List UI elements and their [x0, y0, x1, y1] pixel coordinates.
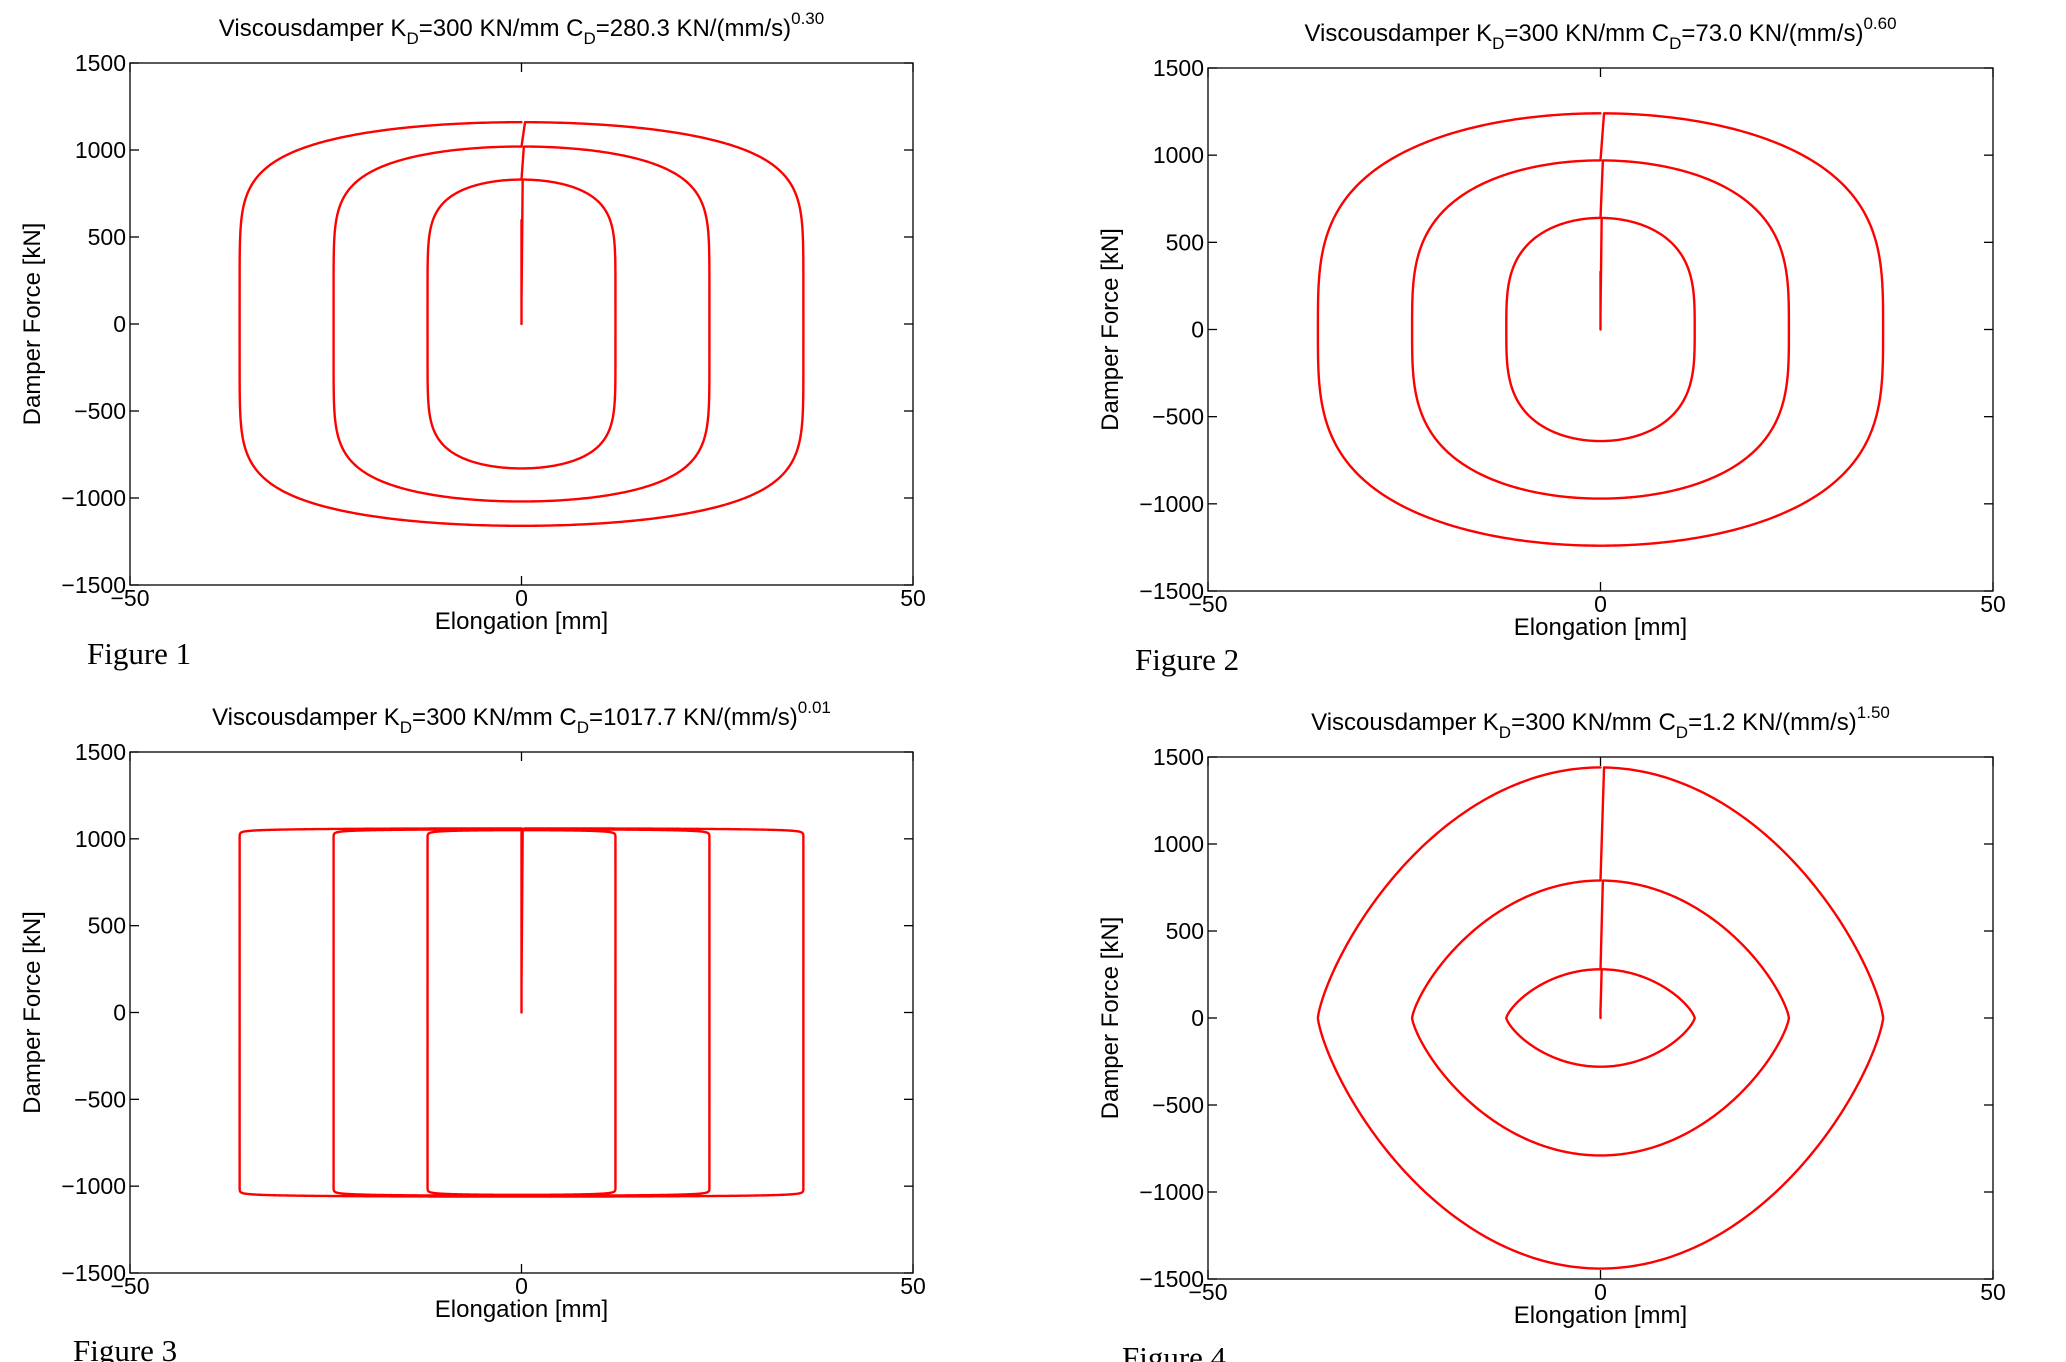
y-axis-label: Damper Force [kN] [1097, 228, 1124, 431]
y-tick-label: 1000 [1153, 142, 1204, 168]
chart-title-part: =300 KN/mm C [1511, 709, 1676, 736]
figure-caption: Figure 1 [87, 636, 191, 671]
x-tick-label: −50 [110, 1273, 149, 1299]
chart-title-part: =1017.7 KN/(mm/s) [589, 704, 798, 731]
x-tick-label: −50 [1188, 591, 1227, 617]
chart-panel-4: Viscousdamper KD=300 KN/mm CD=1.2 KN/(mm… [1097, 703, 2006, 1362]
chart-title-part: D [400, 718, 412, 737]
chart-title: Viscousdamper KD=300 KN/mm CD=73.0 KN/(m… [1304, 14, 1896, 53]
chart-title-part: Viscousdamper K [1311, 709, 1499, 736]
y-tick-label: 0 [1191, 1005, 1204, 1031]
y-tick-label: 1500 [75, 50, 126, 76]
y-tick-label: 500 [1166, 229, 1204, 255]
y-tick-label: 1500 [75, 739, 126, 765]
chart-title-part: =73.0 KN/(mm/s) [1681, 20, 1863, 47]
y-tick-label: −1500 [61, 572, 126, 598]
y-tick-label: 500 [1166, 918, 1204, 944]
hysteresis-curve [1316, 766, 1885, 1270]
chart-panel-2: Viscousdamper KD=300 KN/mm CD=73.0 KN/(m… [1097, 14, 2006, 677]
chart-title-part: 0.60 [1863, 14, 1896, 33]
y-tick-label: −500 [1152, 404, 1204, 430]
chart-title-part: D [1669, 34, 1681, 53]
x-tick-label: 50 [1980, 591, 2006, 617]
y-tick-label: −1000 [1139, 1179, 1204, 1205]
x-tick-label: 0 [515, 585, 528, 611]
x-tick-label: 0 [515, 1273, 528, 1299]
chart-title-part: D [583, 29, 595, 48]
y-tick-label: −1500 [61, 1260, 126, 1286]
y-tick-label: 0 [113, 311, 126, 337]
y-tick-label: −500 [74, 398, 126, 424]
y-tick-label: 1000 [75, 137, 126, 163]
x-tick-label: 0 [1594, 1279, 1607, 1305]
y-tick-label: 1000 [1153, 831, 1204, 857]
y-tick-label: 500 [88, 913, 126, 939]
x-axis-label: Elongation [mm] [435, 1296, 608, 1323]
y-tick-label: −1000 [61, 485, 126, 511]
chart-title-part: Viscousdamper K [212, 704, 400, 731]
chart-title-part: D [1676, 723, 1688, 742]
chart-title-part: =300 KN/mm C [419, 15, 584, 42]
chart-title: Viscousdamper KD=300 KN/mm CD=1.2 KN/(mm… [1311, 703, 1890, 742]
chart-panel-1: Viscousdamper KD=300 KN/mm CD=280.3 KN/(… [19, 9, 926, 671]
hysteresis-curve [238, 827, 805, 1198]
chart-title-part: =300 KN/mm C [1504, 20, 1669, 47]
chart-title: Viscousdamper KD=300 KN/mm CD=1017.7 KN/… [212, 698, 831, 737]
x-tick-label: 50 [900, 1273, 926, 1299]
y-tick-label: 1500 [1153, 55, 1204, 81]
y-tick-label: −500 [1152, 1092, 1204, 1118]
chart-title-part: =1.2 KN/(mm/s) [1688, 709, 1857, 736]
y-tick-label: −1500 [1139, 578, 1204, 604]
x-axis-label: Elongation [mm] [1514, 1302, 1687, 1329]
chart-panel-3: Viscousdamper KD=300 KN/mm CD=1017.7 KN/… [19, 698, 926, 1362]
chart-title-part: =300 KN/mm C [412, 704, 577, 731]
y-tick-label: 1000 [75, 826, 126, 852]
y-tick-label: −1000 [61, 1173, 126, 1199]
chart-title-part: 0.01 [798, 698, 831, 717]
chart-title-part: D [1492, 34, 1504, 53]
x-tick-label: −50 [1188, 1279, 1227, 1305]
chart-title-part: Viscousdamper K [1304, 20, 1492, 47]
hysteresis-curve [1316, 112, 1885, 547]
x-tick-label: 50 [1980, 1279, 2006, 1305]
chart-title-part: D [406, 29, 418, 48]
x-tick-label: 0 [1594, 591, 1607, 617]
chart-title-part: =280.3 KN/(mm/s) [596, 15, 791, 42]
y-tick-label: −500 [74, 1086, 126, 1112]
y-axis-label: Damper Force [kN] [1097, 917, 1124, 1120]
y-axis-label: Damper Force [kN] [19, 223, 46, 426]
figure-caption: Figure 2 [1135, 642, 1239, 677]
chart-title-part: Viscousdamper K [219, 15, 407, 42]
hysteresis-curve [238, 120, 805, 528]
y-tick-label: −1500 [1139, 1266, 1204, 1292]
chart-title-part: D [577, 718, 589, 737]
figure-caption: Figure 3 [73, 1333, 177, 1362]
figure-caption: Figure 4 [1122, 1340, 1227, 1362]
chart-title-part: 1.50 [1857, 703, 1890, 722]
x-axis-label: Elongation [mm] [435, 608, 608, 635]
chart-title: Viscousdamper KD=300 KN/mm CD=280.3 KN/(… [219, 9, 824, 48]
y-axis-label: Damper Force [kN] [19, 911, 46, 1114]
x-tick-label: −50 [110, 585, 149, 611]
y-tick-label: 1500 [1153, 744, 1204, 770]
chart-title-part: D [1499, 723, 1511, 742]
chart-title-part: 0.30 [791, 9, 824, 28]
y-tick-label: 0 [1191, 317, 1204, 343]
y-tick-label: −1000 [1139, 491, 1204, 517]
x-axis-label: Elongation [mm] [1514, 614, 1687, 641]
y-tick-label: 500 [88, 224, 126, 250]
y-tick-label: 0 [113, 1000, 126, 1026]
x-tick-label: 50 [900, 585, 926, 611]
